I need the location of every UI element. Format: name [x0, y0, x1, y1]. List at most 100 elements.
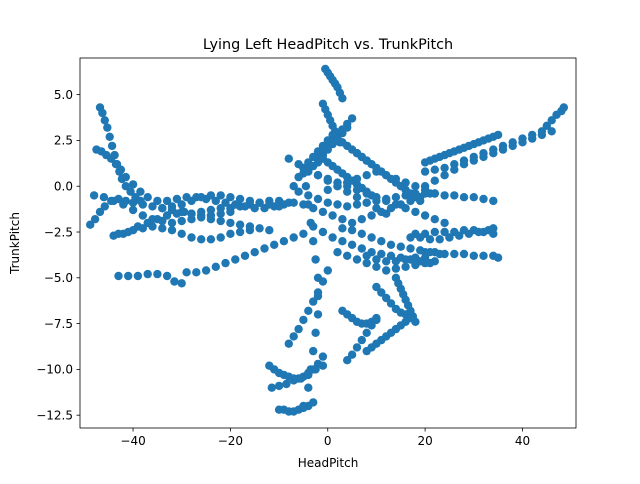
data-point	[100, 202, 110, 211]
data-point	[352, 343, 362, 352]
data-point	[328, 233, 337, 242]
data-point	[143, 218, 152, 228]
data-point	[435, 235, 444, 244]
data-point	[430, 215, 439, 224]
data-point	[362, 328, 371, 337]
data-point	[301, 182, 311, 191]
data-point	[299, 229, 308, 238]
data-point	[401, 255, 410, 264]
data-point	[372, 282, 381, 292]
data-point	[284, 154, 293, 163]
data-point	[133, 271, 143, 281]
y-tick-label: −12.5	[36, 408, 73, 422]
data-point	[479, 251, 488, 260]
data-point	[231, 200, 240, 209]
x-tick-label: 40	[515, 434, 530, 448]
data-point	[119, 200, 128, 209]
data-point	[255, 224, 264, 233]
data-point	[311, 255, 320, 264]
data-point	[372, 313, 381, 323]
data-point	[347, 240, 357, 249]
y-axis: 5.0 2.5 0.0 −2.5 −5.0 −7.5 −10.0 −12.5	[36, 88, 80, 422]
data-point	[299, 401, 308, 411]
data-point	[211, 262, 220, 271]
data-point	[343, 202, 352, 211]
data-point	[309, 204, 318, 213]
data-point	[382, 257, 391, 266]
data-point	[528, 134, 537, 143]
data-point	[206, 235, 216, 244]
data-point	[245, 196, 255, 206]
data-point	[177, 216, 186, 226]
data-point	[450, 191, 459, 200]
data-point	[333, 182, 342, 191]
data-point	[309, 346, 318, 356]
data-point	[187, 233, 196, 242]
data-point	[367, 211, 376, 220]
data-point	[148, 202, 157, 211]
data-point	[391, 193, 401, 202]
data-point	[391, 257, 401, 266]
data-point	[382, 293, 391, 303]
data-point	[318, 361, 328, 370]
data-point	[299, 200, 308, 209]
data-point	[430, 257, 439, 266]
data-point	[386, 299, 396, 308]
data-point	[167, 218, 177, 228]
data-point	[445, 233, 454, 242]
data-point	[338, 128, 347, 138]
data-point	[313, 147, 323, 156]
data-point	[382, 266, 391, 275]
chart-title: Lying Left HeadPitch vs. TrunkPitch	[203, 37, 453, 53]
data-point	[267, 383, 276, 392]
data-point	[89, 191, 99, 200]
data-point	[333, 248, 342, 257]
data-point	[304, 383, 313, 392]
data-point	[162, 211, 172, 220]
y-tick-label: −5.0	[44, 271, 73, 285]
data-point	[124, 271, 133, 281]
data-point	[508, 141, 517, 151]
data-point	[296, 374, 306, 383]
x-tick-label: −20	[218, 434, 243, 448]
x-axis: −40 −20 0 20 40	[120, 428, 530, 448]
data-point	[109, 196, 118, 206]
data-point	[274, 381, 284, 391]
data-point	[323, 266, 332, 275]
data-point	[386, 240, 396, 249]
data-point	[479, 152, 488, 162]
data-point	[201, 266, 211, 275]
data-point	[309, 222, 318, 231]
data-point	[386, 251, 396, 260]
data-point	[167, 226, 177, 235]
data-point	[382, 196, 391, 206]
data-point	[304, 191, 313, 200]
y-tick-label: 2.5	[54, 134, 73, 148]
data-point	[289, 233, 298, 242]
data-point	[450, 165, 459, 174]
data-point	[474, 227, 483, 237]
data-point	[416, 233, 425, 242]
data-point	[250, 248, 259, 257]
data-point	[309, 398, 318, 407]
data-point	[86, 220, 95, 229]
data-point	[313, 194, 323, 204]
data-point	[110, 150, 119, 160]
data-point	[117, 174, 127, 184]
data-point	[459, 193, 469, 202]
data-point	[162, 271, 172, 281]
data-point	[362, 258, 371, 268]
data-point	[289, 332, 298, 341]
data-point	[103, 123, 112, 132]
data-point	[235, 220, 245, 229]
data-point	[362, 171, 371, 180]
data-point	[338, 94, 347, 103]
data-point	[362, 198, 371, 207]
data-point	[411, 182, 420, 191]
data-points	[86, 64, 568, 416]
data-point	[493, 253, 503, 262]
data-point	[352, 255, 362, 264]
data-point	[406, 233, 415, 242]
